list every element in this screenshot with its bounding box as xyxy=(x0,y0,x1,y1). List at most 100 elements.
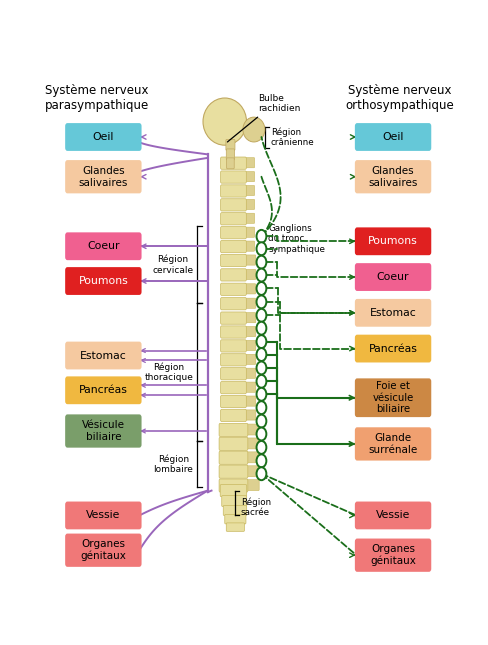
FancyBboxPatch shape xyxy=(244,410,256,420)
FancyBboxPatch shape xyxy=(219,479,248,492)
Circle shape xyxy=(257,415,266,428)
FancyBboxPatch shape xyxy=(246,438,259,449)
FancyBboxPatch shape xyxy=(225,515,246,524)
FancyBboxPatch shape xyxy=(221,410,246,422)
Text: Vésicule
biliaire: Vésicule biliaire xyxy=(82,420,125,442)
FancyBboxPatch shape xyxy=(355,299,431,327)
Text: Estomac: Estomac xyxy=(80,350,127,361)
FancyBboxPatch shape xyxy=(244,172,255,182)
FancyBboxPatch shape xyxy=(221,381,246,393)
Text: Coeur: Coeur xyxy=(87,241,120,252)
FancyBboxPatch shape xyxy=(219,437,248,450)
FancyBboxPatch shape xyxy=(244,284,256,294)
FancyBboxPatch shape xyxy=(222,495,247,506)
Circle shape xyxy=(257,335,266,348)
FancyBboxPatch shape xyxy=(65,502,142,530)
Text: Glande
surrénale: Glande surrénale xyxy=(368,433,418,455)
FancyBboxPatch shape xyxy=(221,199,246,211)
FancyBboxPatch shape xyxy=(221,312,246,324)
Text: Coeur: Coeur xyxy=(377,272,409,282)
Text: Région
lombaire: Région lombaire xyxy=(154,454,193,474)
FancyBboxPatch shape xyxy=(221,157,246,169)
Text: Oeil: Oeil xyxy=(93,132,114,142)
Circle shape xyxy=(257,255,266,268)
Text: Estomac: Estomac xyxy=(370,308,416,318)
FancyBboxPatch shape xyxy=(355,539,431,572)
Text: Ganglions
du tronc
sympathique: Ganglions du tronc sympathique xyxy=(268,224,325,253)
Text: Pancréas: Pancréas xyxy=(79,385,128,395)
Text: Glandes
salivaires: Glandes salivaires xyxy=(79,166,128,188)
FancyBboxPatch shape xyxy=(226,149,235,160)
FancyBboxPatch shape xyxy=(65,160,142,194)
Circle shape xyxy=(257,348,266,361)
Text: Glandes
salivaires: Glandes salivaires xyxy=(368,166,418,188)
Text: Organes
génitaux: Organes génitaux xyxy=(81,539,126,561)
FancyBboxPatch shape xyxy=(244,354,256,364)
FancyBboxPatch shape xyxy=(244,157,255,168)
FancyBboxPatch shape xyxy=(221,269,246,281)
Circle shape xyxy=(257,282,266,295)
FancyBboxPatch shape xyxy=(65,414,142,448)
FancyBboxPatch shape xyxy=(244,368,256,379)
Text: Région
crânienne: Région crânienne xyxy=(271,128,315,148)
Text: Région
cervicale: Région cervicale xyxy=(152,255,193,275)
FancyBboxPatch shape xyxy=(355,427,431,461)
Circle shape xyxy=(257,454,266,467)
FancyBboxPatch shape xyxy=(246,480,259,491)
Text: Système nerveux
parasympathique: Système nerveux parasympathique xyxy=(45,84,149,112)
Circle shape xyxy=(257,401,266,414)
FancyBboxPatch shape xyxy=(221,254,246,266)
FancyBboxPatch shape xyxy=(220,484,247,497)
Circle shape xyxy=(257,243,266,255)
FancyBboxPatch shape xyxy=(219,465,248,478)
FancyBboxPatch shape xyxy=(65,232,142,260)
FancyBboxPatch shape xyxy=(221,297,246,310)
FancyBboxPatch shape xyxy=(219,423,248,437)
FancyBboxPatch shape xyxy=(355,502,431,530)
FancyBboxPatch shape xyxy=(244,341,256,351)
FancyBboxPatch shape xyxy=(226,139,235,150)
FancyBboxPatch shape xyxy=(355,160,431,194)
Ellipse shape xyxy=(243,117,265,142)
Circle shape xyxy=(257,309,266,322)
Text: Bulbe
rachidien: Bulbe rachidien xyxy=(259,94,301,113)
FancyBboxPatch shape xyxy=(223,506,247,515)
FancyBboxPatch shape xyxy=(221,340,246,352)
FancyBboxPatch shape xyxy=(221,213,246,225)
FancyBboxPatch shape xyxy=(65,533,142,567)
FancyBboxPatch shape xyxy=(221,185,246,197)
Circle shape xyxy=(257,428,266,441)
FancyBboxPatch shape xyxy=(355,263,431,291)
Text: Système nerveux
orthosympathique: Système nerveux orthosympathique xyxy=(345,84,454,112)
FancyBboxPatch shape xyxy=(246,466,259,477)
Text: Organes
génitaux: Organes génitaux xyxy=(370,544,416,566)
Text: Poumons: Poumons xyxy=(79,276,128,286)
Text: Région
sacrée: Région sacrée xyxy=(241,497,271,517)
FancyBboxPatch shape xyxy=(221,353,246,366)
Circle shape xyxy=(257,322,266,335)
FancyBboxPatch shape xyxy=(244,396,256,406)
Circle shape xyxy=(257,388,266,401)
FancyBboxPatch shape xyxy=(221,368,246,380)
FancyBboxPatch shape xyxy=(355,123,431,151)
FancyBboxPatch shape xyxy=(355,228,431,255)
FancyBboxPatch shape xyxy=(221,326,246,338)
Circle shape xyxy=(257,375,266,388)
FancyBboxPatch shape xyxy=(244,185,255,195)
Text: Région
thoracique: Région thoracique xyxy=(144,362,193,382)
FancyBboxPatch shape xyxy=(244,241,255,251)
FancyBboxPatch shape xyxy=(221,171,246,183)
Ellipse shape xyxy=(203,98,246,145)
FancyBboxPatch shape xyxy=(244,298,256,308)
Circle shape xyxy=(257,467,266,480)
FancyBboxPatch shape xyxy=(244,199,255,210)
FancyBboxPatch shape xyxy=(226,523,244,531)
FancyBboxPatch shape xyxy=(221,226,246,239)
FancyBboxPatch shape xyxy=(246,452,259,463)
FancyBboxPatch shape xyxy=(65,377,142,404)
FancyBboxPatch shape xyxy=(244,313,256,322)
Circle shape xyxy=(257,230,266,243)
FancyBboxPatch shape xyxy=(221,395,246,408)
Text: Vessie: Vessie xyxy=(376,510,410,521)
Text: Pancréas: Pancréas xyxy=(368,344,418,353)
